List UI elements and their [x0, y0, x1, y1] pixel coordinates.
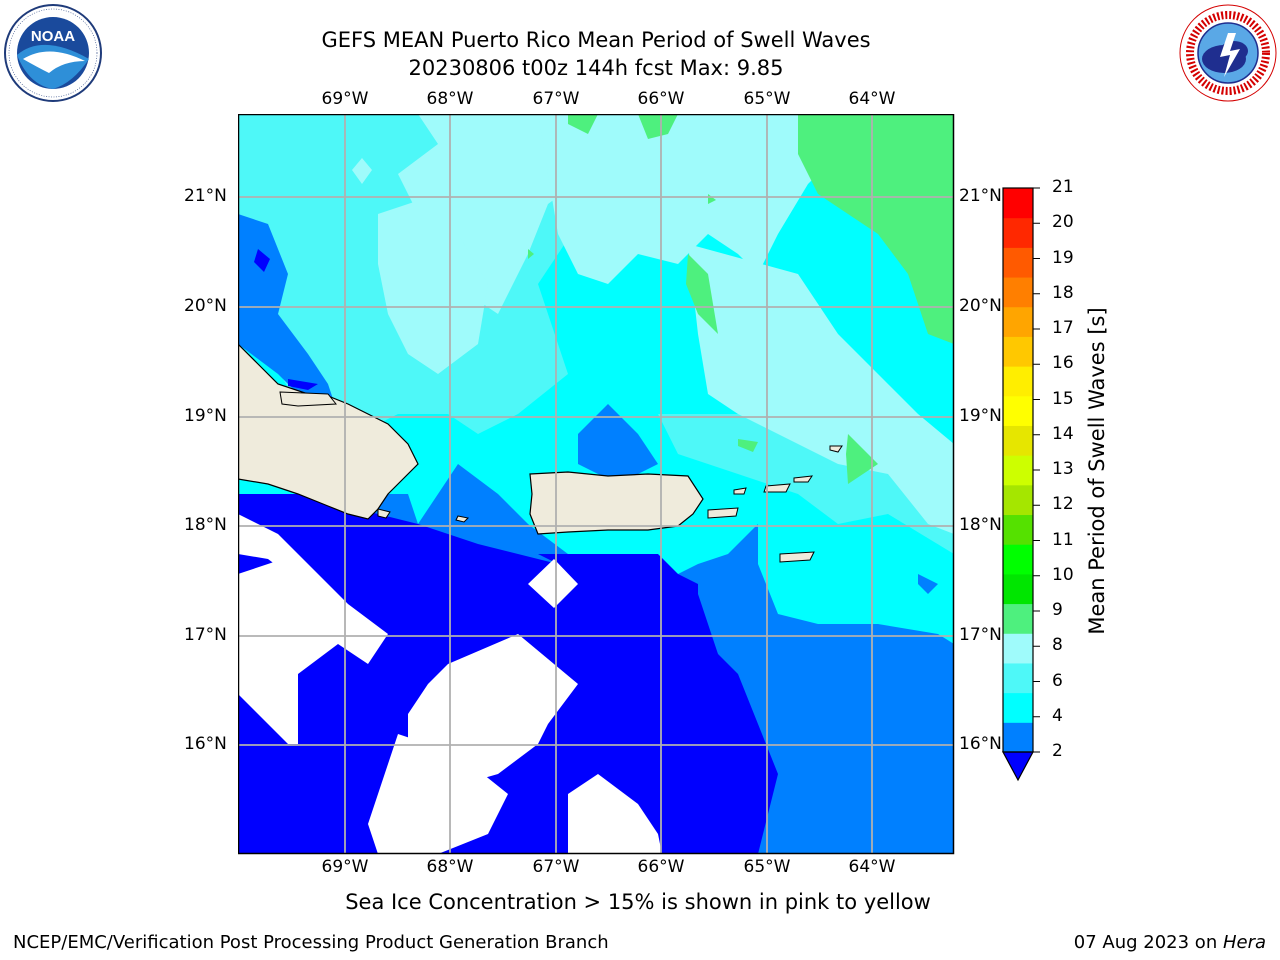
colorbar-segment: [1003, 217, 1033, 248]
colorbar: [1001, 187, 1040, 782]
colorbar-tick-label: 16: [1052, 353, 1074, 374]
footer-date: 07 Aug 2023 on Hera: [1074, 932, 1266, 953]
colorbar-segment: [1003, 514, 1033, 545]
lat-label-right: 21°N: [959, 186, 1002, 206]
lat-label-right: 18°N: [959, 515, 1002, 535]
colorbar-segment: [1003, 188, 1033, 219]
colorbar-tick-label: 18: [1052, 282, 1074, 303]
colorbar-tick-label: 13: [1052, 459, 1074, 479]
lon-label-bottom: 67°W: [532, 857, 580, 877]
colorbar-segment: [1003, 633, 1033, 664]
colorbar-segment: [1003, 395, 1033, 426]
footer-credit: NCEP/EMC/Verification Post Processing Pr…: [13, 932, 609, 953]
lat-label-left: 21°N: [184, 186, 227, 206]
sea-ice-caption: Sea Ice Concentration > 15% is shown in …: [345, 890, 931, 914]
lon-label-top: 67°W: [532, 89, 580, 109]
map-subtitle: 20230806 t00z 144h fcst Max: 9.85: [408, 56, 784, 80]
lon-label-bottom: 68°W: [426, 857, 474, 877]
map-graticule: [238, 114, 954, 854]
lat-label-left: 16°N: [184, 734, 227, 754]
colorbar-label: Mean Period of Swell Waves [s]: [1085, 307, 1109, 635]
colorbar-tick-label: 12: [1052, 494, 1074, 515]
colorbar-segment: [1003, 662, 1033, 694]
lon-label-bottom: 65°W: [743, 857, 791, 877]
colorbar-tick-label: 14: [1052, 423, 1074, 444]
lon-label-top: 66°W: [637, 89, 685, 109]
colorbar-segment: [1003, 692, 1033, 723]
colorbar-tick-label: 17: [1052, 318, 1074, 338]
colorbar-segment: [1003, 722, 1033, 753]
map-title: GEFS MEAN Puerto Rico Mean Period of Swe…: [321, 28, 871, 52]
lon-label-top: 69°W: [321, 89, 369, 109]
colorbar-tick-label: 6: [1052, 670, 1063, 691]
lat-label-left: 19°N: [184, 406, 227, 426]
lon-label-top: 68°W: [426, 89, 474, 109]
footer-date-text: 07 Aug 2023 on: [1073, 932, 1223, 953]
lat-label-right: 20°N: [959, 296, 1002, 316]
colorbar-segment: [1003, 336, 1033, 367]
lon-label-top: 64°W: [848, 89, 896, 109]
colorbar-tick-label: 2: [1052, 741, 1063, 761]
colorbar-segment: [1003, 277, 1033, 308]
lon-label-bottom: 69°W: [321, 857, 369, 877]
colorbar-segment: [1003, 544, 1033, 575]
nws-logo: [1179, 4, 1277, 102]
colorbar-segment: [1003, 573, 1033, 605]
colorbar-segment: [1003, 425, 1033, 456]
contour-9-10: [798, 114, 954, 344]
colorbar-tick-label: 11: [1052, 529, 1074, 550]
footer-host: Hera: [1222, 932, 1266, 953]
colorbar-segment: [1003, 484, 1033, 516]
colorbar-extend-arrow: [1001, 751, 1035, 782]
colorbar-segment: [1003, 306, 1033, 337]
colorbar-tick-label: 20: [1052, 212, 1074, 233]
colorbar-tick-label: 9: [1052, 600, 1063, 620]
lat-label-left: 17°N: [184, 625, 227, 645]
colorbar-segment: [1003, 366, 1033, 397]
swell-period-map: [238, 114, 955, 855]
lon-label-top: 65°W: [743, 89, 791, 109]
colorbar-segment: [1003, 455, 1033, 486]
land-virgin-islands: [733, 487, 747, 495]
lat-label-left: 20°N: [184, 296, 227, 316]
colorbar-segment: [1003, 247, 1033, 278]
lon-label-bottom: 66°W: [637, 857, 685, 877]
map-frame: [238, 114, 955, 855]
colorbar-tick-label: 21: [1052, 177, 1074, 197]
colorbar-tick-label: 10: [1052, 564, 1074, 585]
lat-label-right: 17°N: [959, 625, 1002, 645]
noaa-logo: NOAA: [4, 4, 102, 102]
lat-label-left: 18°N: [184, 515, 227, 535]
lat-label-right: 16°N: [959, 734, 1002, 754]
colorbar-segment: [1003, 603, 1033, 634]
colorbar-tick-label: 4: [1052, 705, 1063, 726]
colorbar-tick-label: 19: [1052, 247, 1074, 268]
contour-8-9: [398, 114, 798, 314]
noaa-logo-text: NOAA: [31, 28, 75, 45]
colorbar-tick-label: 15: [1052, 388, 1074, 409]
colorbar-tick-label: 8: [1052, 635, 1063, 656]
lon-label-bottom: 64°W: [848, 857, 896, 877]
lat-label-right: 19°N: [959, 406, 1002, 426]
